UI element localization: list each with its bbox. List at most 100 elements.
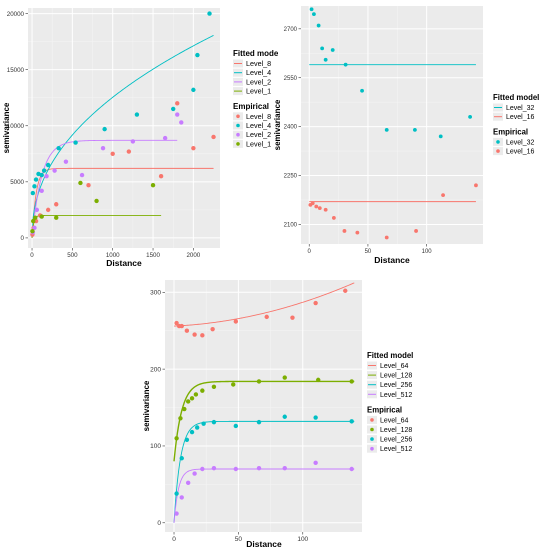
x-tick-label: 500	[67, 252, 78, 259]
empirical-point-level-4	[41, 168, 47, 173]
legend-label-fitted: Level_16	[506, 114, 535, 121]
empirical-point-level-32	[323, 57, 328, 62]
empirical-point-level-256	[256, 419, 262, 425]
legend-title-fitted: Fitted mode	[233, 49, 279, 58]
empirical-point-level-4	[171, 106, 176, 112]
empirical-point-level-2	[44, 174, 49, 179]
empirical-point-level-1	[94, 198, 99, 204]
empirical-point-level-256	[201, 421, 206, 426]
legend-key-point	[236, 132, 240, 137]
legend-key-point	[496, 149, 500, 153]
y-tick-label: 2400	[284, 125, 298, 131]
y-tick-label: 200	[150, 366, 161, 373]
empirical-point-level-256	[174, 491, 179, 496]
empirical-point-level-16	[414, 229, 418, 233]
x-tick-label: 50	[365, 249, 372, 255]
fitted-line-level-1	[31, 215, 162, 238]
y-axis-label: semivariance	[2, 102, 11, 153]
empirical-point-level-32	[468, 114, 472, 119]
y-tick-label: 300	[150, 290, 161, 297]
empirical-point-level-4	[191, 87, 196, 93]
legend-label-fitted: Level_2	[246, 77, 271, 86]
x-axis-label: Distance	[374, 255, 410, 265]
empirical-point-level-64	[343, 288, 348, 293]
x-axis-label: Distance	[246, 539, 282, 549]
legend-label-empirical: Level_32	[506, 139, 535, 146]
legend-key-point	[236, 114, 240, 119]
empirical-point-level-32	[384, 127, 389, 132]
y-tick-label: 15000	[7, 67, 25, 74]
empirical-point-level-8	[45, 207, 51, 213]
empirical-point-level-16	[441, 193, 445, 197]
empirical-point-level-512	[282, 466, 287, 471]
empirical-point-level-16	[384, 235, 389, 240]
empirical-point-level-256	[211, 419, 217, 425]
empirical-point-level-16	[355, 230, 360, 235]
x-tick-label: 0	[30, 252, 34, 259]
legend-title-empirical: Empirical	[493, 127, 528, 136]
fitted-line-level-8	[31, 167, 214, 238]
empirical-point-level-1	[31, 218, 36, 224]
empirical-point-level-128	[349, 379, 354, 384]
empirical-point-level-1	[54, 215, 59, 220]
x-tick-label: 0	[172, 536, 176, 543]
empirical-point-level-64	[184, 328, 190, 333]
empirical-point-level-2	[79, 172, 85, 178]
legend-label-empirical: Level_512	[380, 446, 412, 453]
empirical-point-level-2	[130, 139, 136, 144]
empirical-point-level-256	[179, 456, 184, 461]
empirical-point-level-128	[282, 375, 287, 380]
y-tick-label: 10000	[7, 123, 25, 130]
empirical-point-level-32	[438, 134, 443, 139]
empirical-point-level-2	[39, 188, 44, 194]
legend-label-empirical: Level_2	[246, 130, 271, 139]
legend-key-point	[496, 140, 500, 144]
empirical-point-level-512	[233, 466, 239, 472]
empirical-point-level-512	[179, 495, 184, 500]
x-tick-label: 1500	[146, 252, 160, 259]
empirical-point-level-64	[290, 315, 295, 320]
empirical-point-level-8	[86, 182, 91, 188]
empirical-point-level-2	[52, 168, 57, 173]
fitted-line-level-64	[173, 282, 355, 327]
y-tick-label: 2550	[284, 76, 298, 82]
legend-label-fitted: Level_64	[380, 363, 409, 370]
semivariogram-chart-top-right: 0 50 100 2100 2250 2400 2550 2700 Distance semiva…	[273, 6, 539, 265]
legend-label-empirical: Level_4	[246, 121, 271, 130]
empirical-point-level-32	[316, 23, 321, 28]
legend-key-point	[370, 427, 374, 432]
empirical-point-level-256	[282, 414, 287, 419]
legend-label-fitted: Level_512	[380, 392, 412, 399]
y-tick-label: 2700	[284, 27, 298, 33]
legend-label-fitted: Level_1	[246, 87, 271, 96]
empirical-point-level-32	[343, 62, 348, 67]
empirical-point-level-8	[191, 145, 196, 151]
empirical-point-level-128	[178, 416, 183, 421]
empirical-point-level-16	[474, 183, 478, 188]
empirical-point-level-8	[54, 202, 59, 207]
empirical-point-level-128	[193, 392, 199, 397]
empirical-point-level-64	[210, 326, 215, 332]
empirical-point-level-4	[39, 172, 44, 178]
legend-label-fitted: Level_8	[246, 59, 271, 68]
empirical-point-level-256	[349, 419, 354, 424]
empirical-point-level-4	[134, 112, 140, 117]
empirical-point-level-512	[313, 460, 318, 466]
empirical-point-level-256	[184, 437, 190, 443]
legend-key-point	[236, 123, 240, 128]
legend-key-point	[370, 437, 374, 441]
empirical-point-level-8	[175, 101, 180, 106]
empirical-point-level-4	[73, 140, 78, 145]
x-tick-label: 1000	[106, 252, 120, 259]
plot-background	[165, 280, 362, 532]
legend-label-empirical: Level_8	[246, 112, 271, 121]
empirical-point-level-2	[34, 207, 40, 213]
empirical-point-level-512	[256, 466, 262, 471]
empirical-point-level-16	[310, 201, 315, 206]
fitted-line-level-2	[31, 139, 178, 238]
y-tick-label: 100	[150, 443, 161, 450]
empirical-point-level-2	[100, 145, 106, 151]
legend-label-empirical: Level_128	[380, 427, 412, 434]
empirical-point-level-8	[211, 134, 216, 140]
y-axis-label: semivariance	[273, 99, 282, 150]
